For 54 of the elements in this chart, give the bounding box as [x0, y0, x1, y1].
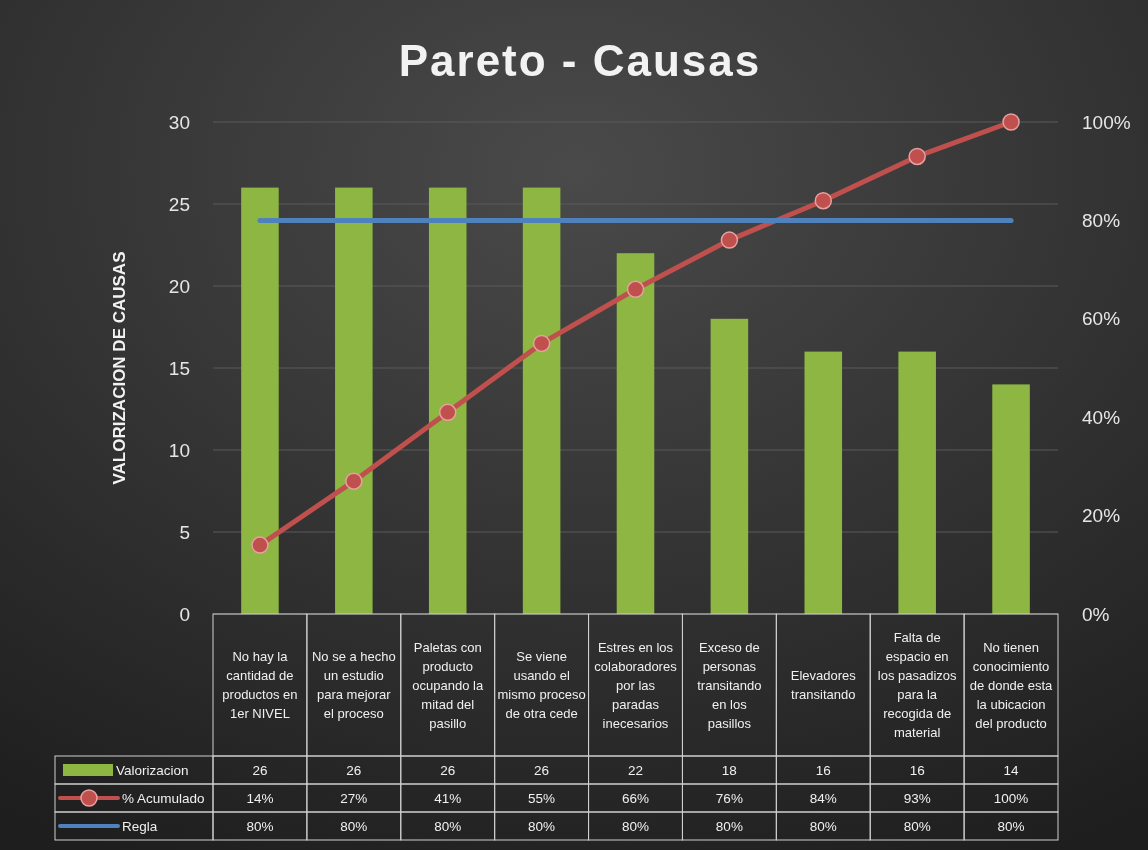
y-tick-label: 0: [179, 603, 190, 625]
data-label: 76%: [715, 790, 743, 806]
data-label: 80%: [715, 818, 743, 834]
y2-tick-label: 80%: [1082, 210, 1121, 232]
y-axis-title: VALORIZACION DE CAUSAS: [110, 251, 129, 485]
data-label: 26: [440, 762, 456, 778]
data-label: 80%: [621, 818, 650, 834]
y-tick-label: 15: [168, 357, 190, 379]
x-tick-label: Exceso de personas transitando en los pasillos: [697, 639, 762, 731]
data-label: 14%: [246, 790, 274, 806]
y-tick-label: 30: [168, 111, 190, 133]
data-label: 80%: [528, 818, 556, 834]
x-tick-label: No se a hecho un estudio para mejorar el proceso: [311, 649, 396, 722]
data-label: 16: [909, 762, 925, 778]
y2-tick-label: 60%: [1082, 308, 1121, 330]
x-tick-label: No tienen conocimiento de donde esta la ubicacion del producto: [969, 639, 1054, 731]
data-label: 41%: [434, 790, 462, 806]
y2-tick-label: 0%: [1082, 603, 1110, 625]
y2-tick-label: 20%: [1082, 505, 1121, 527]
x-tick-label: Elevadores transitando: [790, 668, 857, 703]
data-label: 26: [346, 762, 362, 778]
y2-tick-label: 40%: [1082, 406, 1121, 428]
y2-tick-label: 100%: [1082, 111, 1131, 133]
data-label: 80%: [997, 818, 1025, 834]
y-tick-label: 10: [168, 439, 190, 461]
data-label: 18: [721, 762, 737, 778]
legend-label: Valorizacion: [116, 762, 189, 778]
data-label: 100%: [993, 790, 1029, 806]
data-label: 80%: [434, 818, 462, 834]
data-label: 80%: [809, 818, 837, 834]
data-label: 55%: [528, 790, 556, 806]
legend-label: % Acumulado: [122, 790, 205, 806]
data-label: 14: [1003, 762, 1020, 778]
legend-label: Regla: [122, 818, 158, 834]
data-label: 26: [534, 762, 550, 778]
data-label: 84%: [809, 790, 837, 806]
data-label: 22: [627, 762, 644, 778]
x-tick-label: Estres en los colaboradores por las paradas inecesarios: [594, 639, 678, 731]
y-tick-label: 20: [168, 275, 190, 297]
y-tick-label: 25: [168, 193, 190, 215]
data-label: 80%: [246, 818, 274, 834]
chart-title: Pareto - Causas: [398, 36, 762, 85]
data-label: 93%: [903, 790, 931, 806]
x-tick-label: No hay la cantidad de productos en 1er NIVEL: [222, 649, 298, 722]
data-label: 27%: [340, 790, 368, 806]
data-label: 66%: [621, 790, 650, 806]
data-label: 80%: [340, 818, 368, 834]
x-tick-label: Se viene usando el mismo proceso de otra cede: [497, 649, 586, 722]
data-label: 26: [252, 762, 268, 778]
data-label: 80%: [903, 818, 931, 834]
x-tick-label: Falta de espacio en los pasadizos para la recogida de material: [877, 630, 958, 741]
x-tick-label: Paletas con producto ocupando la mitad del pasillo: [412, 639, 484, 731]
data-label: 16: [815, 762, 831, 778]
y-tick-label: 5: [179, 521, 190, 543]
